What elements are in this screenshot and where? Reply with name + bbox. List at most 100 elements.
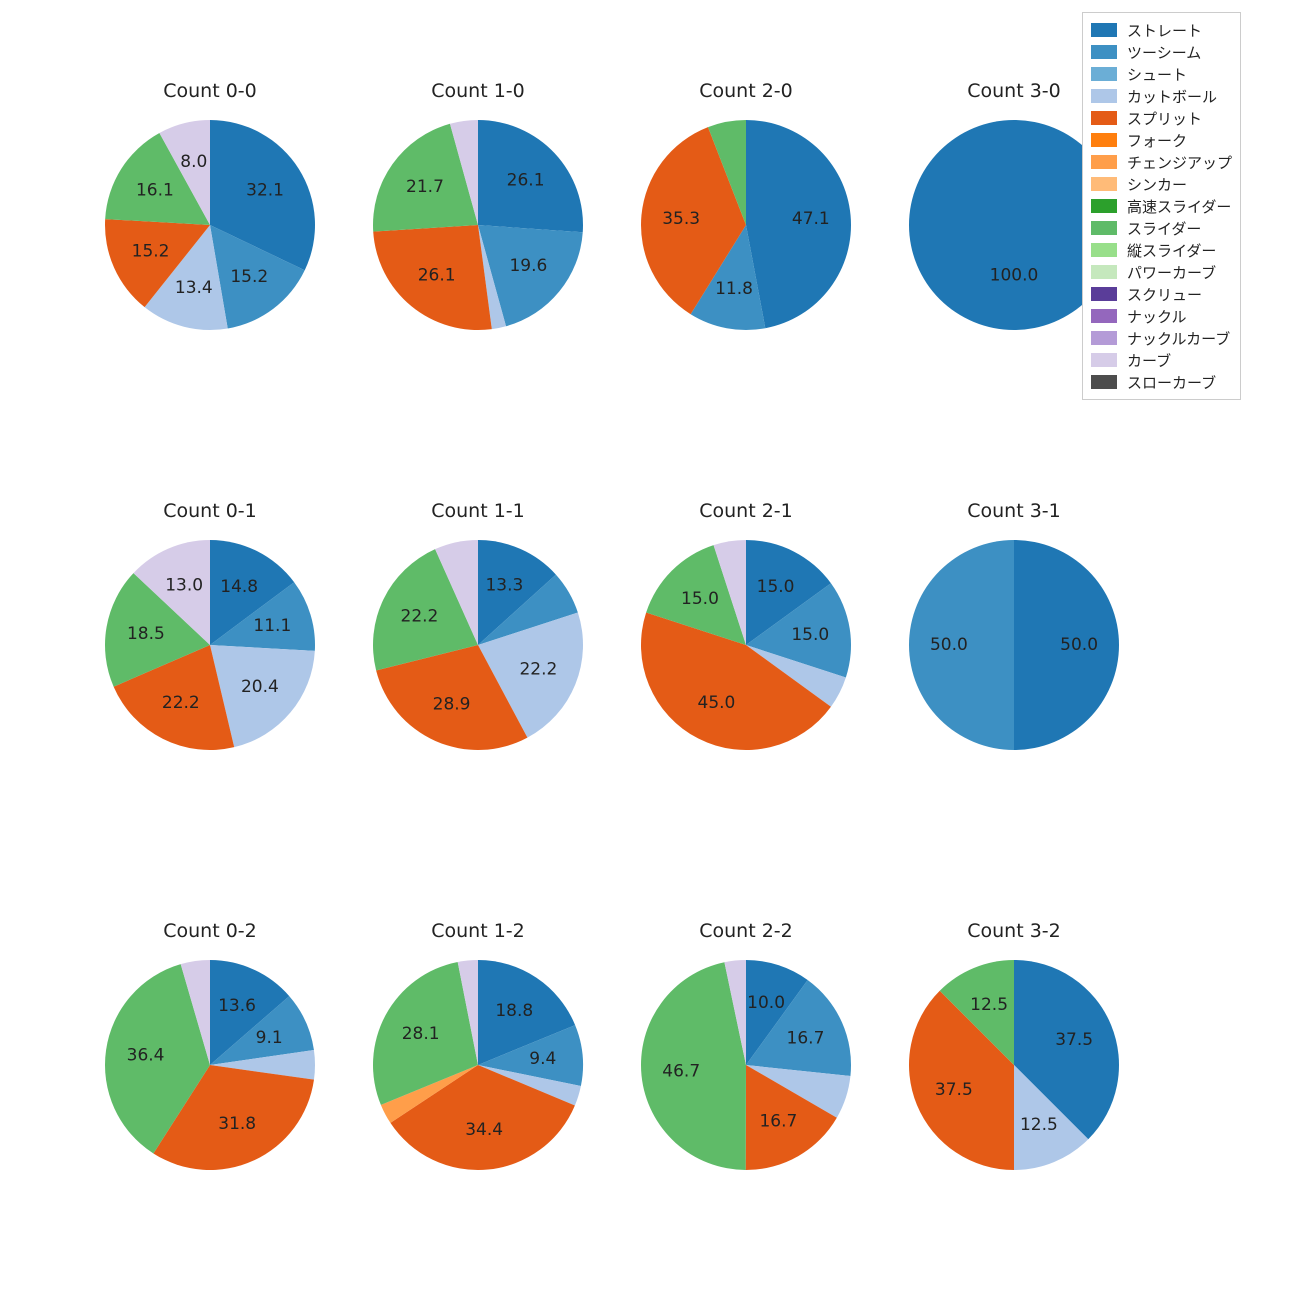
pie-svg: 26.1 19.6 26.1 21.7 (343, 90, 613, 360)
legend-label: ナックルカーブ (1127, 328, 1230, 349)
legend-label: カットボール (1127, 86, 1217, 107)
slice-label: 26.1 (418, 265, 456, 285)
slice-label: 11.8 (715, 279, 753, 299)
legend-swatch (1091, 199, 1117, 213)
slice-label: 50.0 (1060, 635, 1098, 655)
slice-label: 15.0 (757, 577, 795, 597)
legend-label: ツーシーム (1127, 42, 1201, 63)
pie-holder: 13.322.228.922.2 (343, 510, 613, 784)
legend-row: 縦スライダー (1091, 239, 1232, 261)
legend: ストレートツーシームシュートカットボールスプリットフォークチェンジアップシンカー… (1082, 12, 1241, 400)
legend-label: スプリット (1127, 108, 1202, 129)
slice-label: 100.0 (990, 265, 1039, 285)
slice-label: 11.1 (253, 616, 291, 636)
slice-label: 36.4 (127, 1046, 165, 1066)
legend-row: ツーシーム (1091, 41, 1232, 63)
legend-label: フォーク (1127, 130, 1187, 151)
pie-holder: 50.050.0 (879, 510, 1149, 784)
chart-count-1-2: Count 1-218.89.434.428.1 (368, 920, 588, 1180)
slice-label: 13.6 (218, 996, 256, 1016)
legend-label: パワーカーブ (1127, 262, 1216, 283)
slice-label: 26.1 (507, 171, 545, 191)
chart-count-1-0: Count 1-026.119.626.121.7 (368, 80, 588, 340)
slice-label: 15.0 (681, 589, 719, 609)
pie-svg: 47.1 11.8 35.3 (611, 90, 881, 360)
slice-label: 47.1 (792, 209, 830, 229)
slice-label: 12.5 (1020, 1115, 1058, 1135)
pie-svg: 18.8 9.4 34.4 28.1 (343, 930, 613, 1200)
legend-row: チェンジアップ (1091, 151, 1232, 173)
slice-label: 46.7 (662, 1062, 700, 1082)
slice-label: 10.0 (747, 993, 785, 1013)
slice-label: 8.0 (180, 152, 207, 172)
slice-label: 22.2 (519, 659, 557, 679)
pie-holder: 10.016.716.746.7 (611, 930, 881, 1204)
slice-label: 9.4 (529, 1049, 556, 1069)
pie-holder: 14.811.120.422.218.513.0 (75, 510, 345, 784)
slice-label: 22.2 (401, 607, 439, 627)
legend-row: スプリット (1091, 107, 1232, 129)
slice-label: 22.2 (162, 693, 200, 713)
legend-swatch (1091, 111, 1117, 125)
legend-label: 高速スライダー (1127, 196, 1231, 217)
slice-label: 12.5 (970, 995, 1008, 1015)
slice-label: 16.7 (759, 1111, 797, 1131)
legend-swatch (1091, 23, 1117, 37)
pie-holder: 37.512.537.512.5 (879, 930, 1149, 1204)
legend-label: スライダー (1127, 218, 1201, 239)
legend-swatch (1091, 45, 1117, 59)
legend-row: シュート (1091, 63, 1232, 85)
slice-label: 34.4 (465, 1120, 503, 1140)
slice-label: 13.4 (175, 278, 213, 298)
slice-label: 18.5 (127, 624, 165, 644)
pie-holder: 18.8 9.4 34.4 28.1 (343, 930, 613, 1204)
pie-svg: 32.115.213.415.216.18.0 (75, 90, 345, 360)
pie-svg: 13.69.1 31.8 36.4 (75, 930, 345, 1200)
slice-label: 20.4 (241, 677, 279, 697)
legend-row: パワーカーブ (1091, 261, 1232, 283)
pie-svg: 37.512.537.512.5 (879, 930, 1149, 1200)
legend-row: ナックルカーブ (1091, 327, 1232, 349)
legend-label: スクリュー (1127, 284, 1202, 305)
legend-label: ストレート (1127, 20, 1202, 41)
legend-swatch (1091, 265, 1117, 279)
chart-count-2-2: Count 2-210.016.716.746.7 (636, 920, 856, 1180)
legend-swatch (1091, 353, 1117, 367)
legend-row: フォーク (1091, 129, 1232, 151)
legend-swatch (1091, 331, 1117, 345)
legend-label: チェンジアップ (1127, 152, 1232, 173)
pie-holder: 32.115.213.415.216.18.0 (75, 90, 345, 364)
legend-row: ストレート (1091, 19, 1232, 41)
legend-label: スローカーブ (1127, 372, 1216, 393)
slice-label: 15.2 (132, 242, 170, 262)
legend-row: スローカーブ (1091, 371, 1232, 393)
legend-swatch (1091, 67, 1117, 81)
legend-row: カットボール (1091, 85, 1232, 107)
slice-label: 13.3 (485, 576, 523, 596)
slice-label: 31.8 (218, 1114, 256, 1134)
chart-count-0-0: Count 0-032.115.213.415.216.18.0 (100, 80, 320, 340)
slice-label: 28.1 (402, 1024, 440, 1044)
pie-holder: 13.69.1 31.8 36.4 (75, 930, 345, 1204)
slice-label: 21.7 (406, 177, 444, 197)
legend-label: ナックル (1127, 306, 1187, 327)
chart-count-2-0: Count 2-047.111.835.3 (636, 80, 856, 340)
slice-label: 35.3 (662, 209, 700, 229)
chart-count-0-2: Count 0-213.69.131.836.4 (100, 920, 320, 1180)
legend-row: スクリュー (1091, 283, 1232, 305)
legend-swatch (1091, 221, 1117, 235)
legend-label: カーブ (1127, 350, 1171, 371)
slice-label: 9.1 (256, 1028, 283, 1048)
legend-row: シンカー (1091, 173, 1232, 195)
slice-label: 16.1 (136, 180, 174, 200)
slice-label: 14.8 (220, 577, 258, 597)
slice-label: 16.7 (787, 1029, 825, 1049)
slice-label: 18.8 (495, 1001, 533, 1021)
slice-label: 19.6 (509, 256, 547, 276)
pie-svg: 50.050.0 (879, 510, 1149, 780)
slice-label: 15.0 (791, 625, 829, 645)
slice-label: 32.1 (246, 180, 284, 200)
legend-row: 高速スライダー (1091, 195, 1232, 217)
legend-swatch (1091, 287, 1117, 301)
slice-label: 45.0 (698, 693, 736, 713)
